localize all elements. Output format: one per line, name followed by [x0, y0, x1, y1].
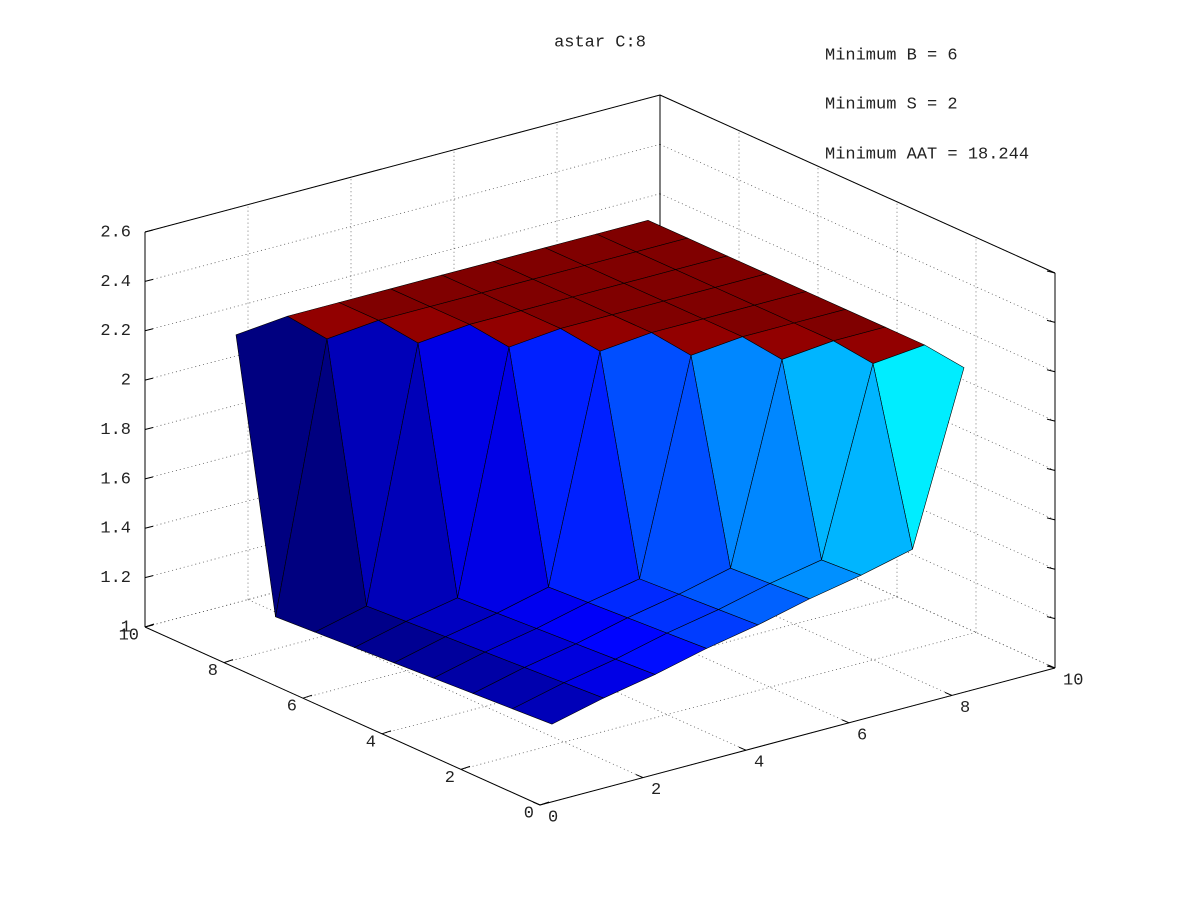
- tick-mark: [144, 575, 154, 579]
- x-tick-label: 10: [1063, 671, 1083, 690]
- annotation: Minimum AAT = 18.244: [825, 145, 1029, 164]
- z-tick-label: 2.2: [100, 322, 131, 341]
- y-tick-label: 2: [445, 769, 455, 788]
- y-tick-label: 4: [366, 733, 376, 752]
- tick-mark: [302, 694, 313, 699]
- grid-line: [381, 596, 898, 735]
- z-tick-label: 2.4: [100, 273, 131, 292]
- tick-mark: [381, 730, 392, 735]
- x-tick-label: 6: [857, 726, 867, 745]
- tick-mark: [635, 774, 644, 779]
- axis-line: [539, 667, 1056, 806]
- tick-mark: [532, 801, 541, 806]
- axis-line: [144, 626, 541, 806]
- z-tick-label: 1.6: [100, 470, 131, 489]
- z-tick-label: 1.4: [100, 520, 131, 539]
- tick-mark: [1046, 468, 1056, 471]
- tick-mark: [1046, 517, 1056, 521]
- grid-line: [247, 599, 644, 778]
- y-tick-label: 8: [208, 662, 218, 681]
- annotations: Minimum B = 6 Minimum S = 2 Minimum AAT …: [825, 46, 1029, 164]
- tick-mark: [144, 525, 154, 529]
- tick-mark: [144, 278, 154, 282]
- grid-line: [460, 632, 977, 770]
- grid-line: [659, 193, 1056, 373]
- surface-face: [511, 682, 605, 725]
- grid-line: [659, 144, 1056, 323]
- tick-mark: [1046, 566, 1056, 570]
- tick-mark: [144, 328, 154, 332]
- x-tick-label: 2: [651, 781, 661, 800]
- z-tick-label: 2.6: [100, 223, 131, 242]
- x-tick-label: 8: [960, 699, 970, 718]
- tick-mark: [1046, 319, 1056, 323]
- tick-mark: [944, 691, 953, 696]
- tick-mark: [460, 765, 471, 770]
- grid-line: [144, 193, 661, 332]
- z-tick-label: 2: [121, 372, 131, 391]
- tick-mark: [1046, 270, 1056, 274]
- z-tick-label: 1.8: [100, 421, 131, 440]
- y-tick-label: 0: [524, 804, 534, 823]
- axis-line: [659, 94, 1056, 274]
- grid-line: [659, 489, 1056, 669]
- tick-mark: [1047, 664, 1056, 669]
- y-tick-label: 6: [287, 698, 297, 717]
- x-tick-label: 0: [548, 808, 558, 827]
- y-tick-label: 10: [119, 626, 139, 645]
- tick-mark: [144, 377, 154, 381]
- tick-mark: [144, 476, 154, 480]
- tick-mark: [1046, 369, 1056, 373]
- tick-mark: [144, 229, 154, 233]
- z-tick-label: 1: [121, 618, 131, 637]
- tick-mark: [841, 719, 850, 724]
- annotation: Minimum B = 6: [825, 46, 958, 65]
- tick-mark: [738, 746, 747, 751]
- grid-line: [144, 144, 661, 282]
- tick-mark: [1046, 616, 1056, 620]
- axis-line: [144, 94, 661, 233]
- tick-mark: [1046, 418, 1056, 422]
- tick-mark: [144, 623, 155, 628]
- tick-mark: [223, 659, 234, 664]
- tick-mark: [144, 427, 154, 430]
- tick-mark: [539, 801, 550, 806]
- x-tick-label: 4: [754, 754, 764, 773]
- chart-title: astar C:8: [554, 33, 646, 52]
- z-tick-label: 1.2: [100, 569, 131, 588]
- annotation: Minimum S = 2: [825, 95, 958, 114]
